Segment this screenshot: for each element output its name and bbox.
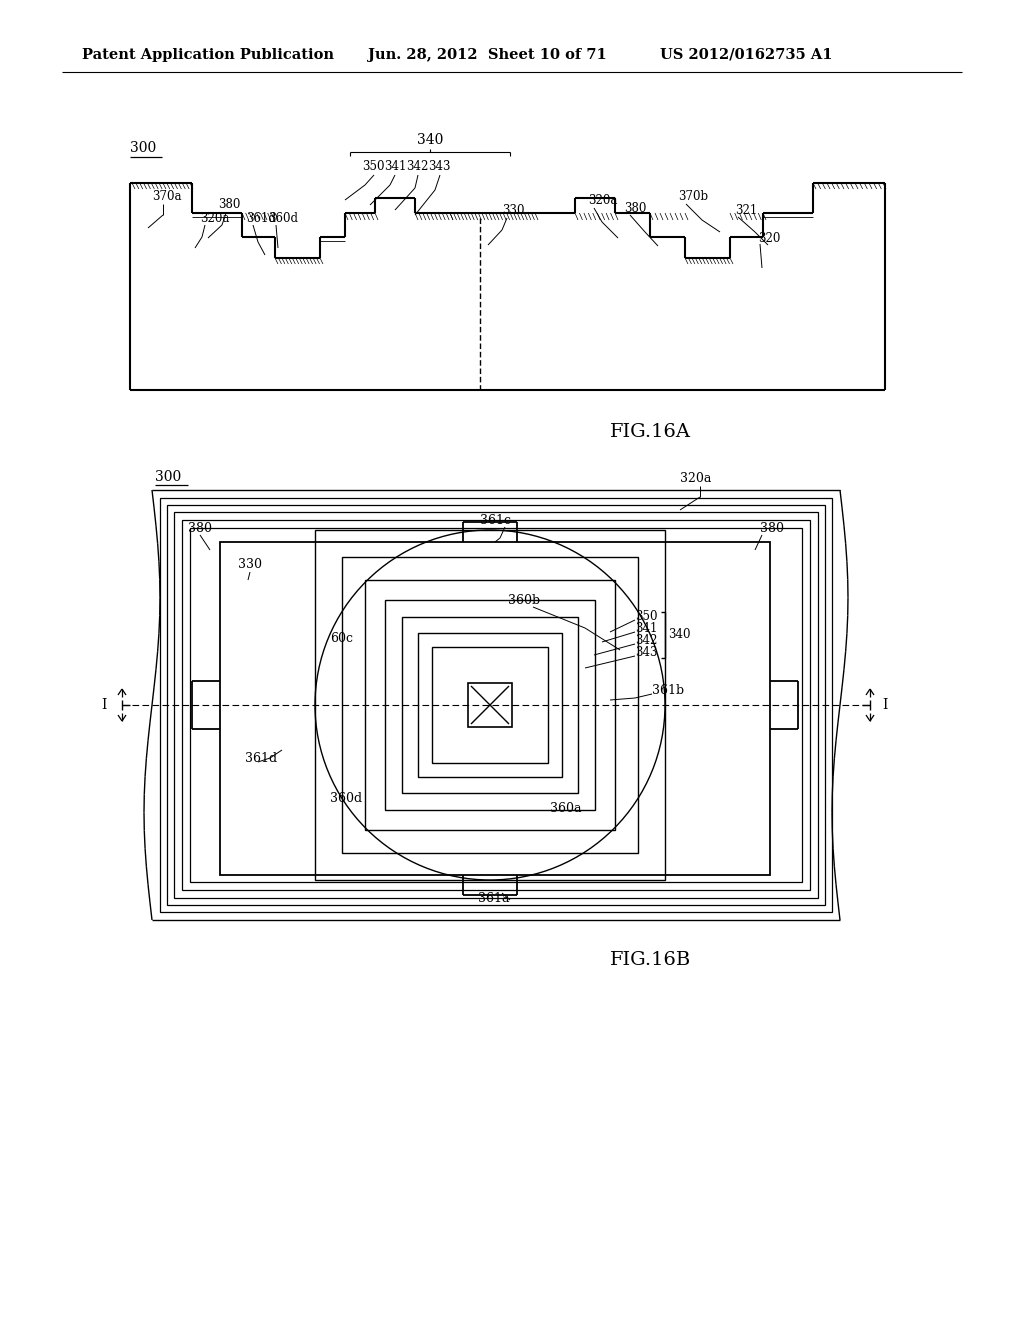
Text: 343: 343 (428, 161, 451, 173)
Text: I: I (101, 698, 106, 711)
Text: I: I (883, 698, 888, 711)
Text: 370b: 370b (678, 190, 709, 202)
Bar (342, 557, 638, 853)
Text: 342: 342 (635, 634, 657, 647)
Text: 350: 350 (635, 610, 657, 623)
Bar (468, 682, 512, 727)
Bar (182, 520, 810, 890)
Bar (190, 528, 802, 882)
Text: 380: 380 (624, 202, 646, 214)
Text: 370a: 370a (152, 190, 181, 202)
Text: 300: 300 (130, 141, 157, 154)
Text: Jun. 28, 2012  Sheet 10 of 71: Jun. 28, 2012 Sheet 10 of 71 (368, 48, 607, 62)
Text: 380: 380 (760, 521, 784, 535)
Text: 341: 341 (635, 622, 657, 635)
Bar (365, 579, 615, 830)
Bar (160, 498, 831, 912)
Text: 343: 343 (635, 645, 657, 659)
Bar (432, 647, 548, 763)
Text: 300: 300 (155, 470, 181, 484)
Text: 340: 340 (668, 628, 690, 642)
Text: Patent Application Publication: Patent Application Publication (82, 48, 334, 62)
Text: 342: 342 (406, 161, 428, 173)
Text: FIG.16B: FIG.16B (610, 950, 691, 969)
Text: 361b: 361b (652, 684, 684, 697)
Text: 360a: 360a (550, 801, 582, 814)
Text: US 2012/0162735 A1: US 2012/0162735 A1 (660, 48, 833, 62)
Text: FIG.16A: FIG.16A (610, 422, 691, 441)
Text: 380: 380 (188, 521, 212, 535)
Text: 360d: 360d (330, 792, 362, 804)
Text: 361d: 361d (245, 751, 278, 764)
Text: 341: 341 (384, 161, 407, 173)
Bar (402, 616, 578, 793)
Text: 330: 330 (502, 203, 524, 216)
Bar (220, 543, 770, 875)
Text: 360b: 360b (508, 594, 540, 606)
Bar (174, 512, 818, 898)
Text: 320a: 320a (200, 211, 229, 224)
Text: 60c: 60c (330, 631, 353, 644)
Bar (385, 601, 595, 810)
Text: 340: 340 (417, 133, 443, 147)
Text: 320: 320 (758, 231, 780, 244)
Text: 321: 321 (735, 203, 758, 216)
Text: 361d: 361d (246, 211, 275, 224)
Text: 360d: 360d (268, 211, 298, 224)
Text: 320a: 320a (588, 194, 617, 206)
Bar (418, 634, 562, 777)
Text: 350: 350 (362, 161, 384, 173)
Text: 320a: 320a (680, 471, 712, 484)
Text: 330: 330 (238, 558, 262, 572)
Bar (167, 506, 825, 906)
Text: 361a: 361a (478, 891, 510, 904)
Bar (315, 531, 665, 880)
Text: 380: 380 (218, 198, 241, 211)
Text: 361c: 361c (480, 513, 511, 527)
